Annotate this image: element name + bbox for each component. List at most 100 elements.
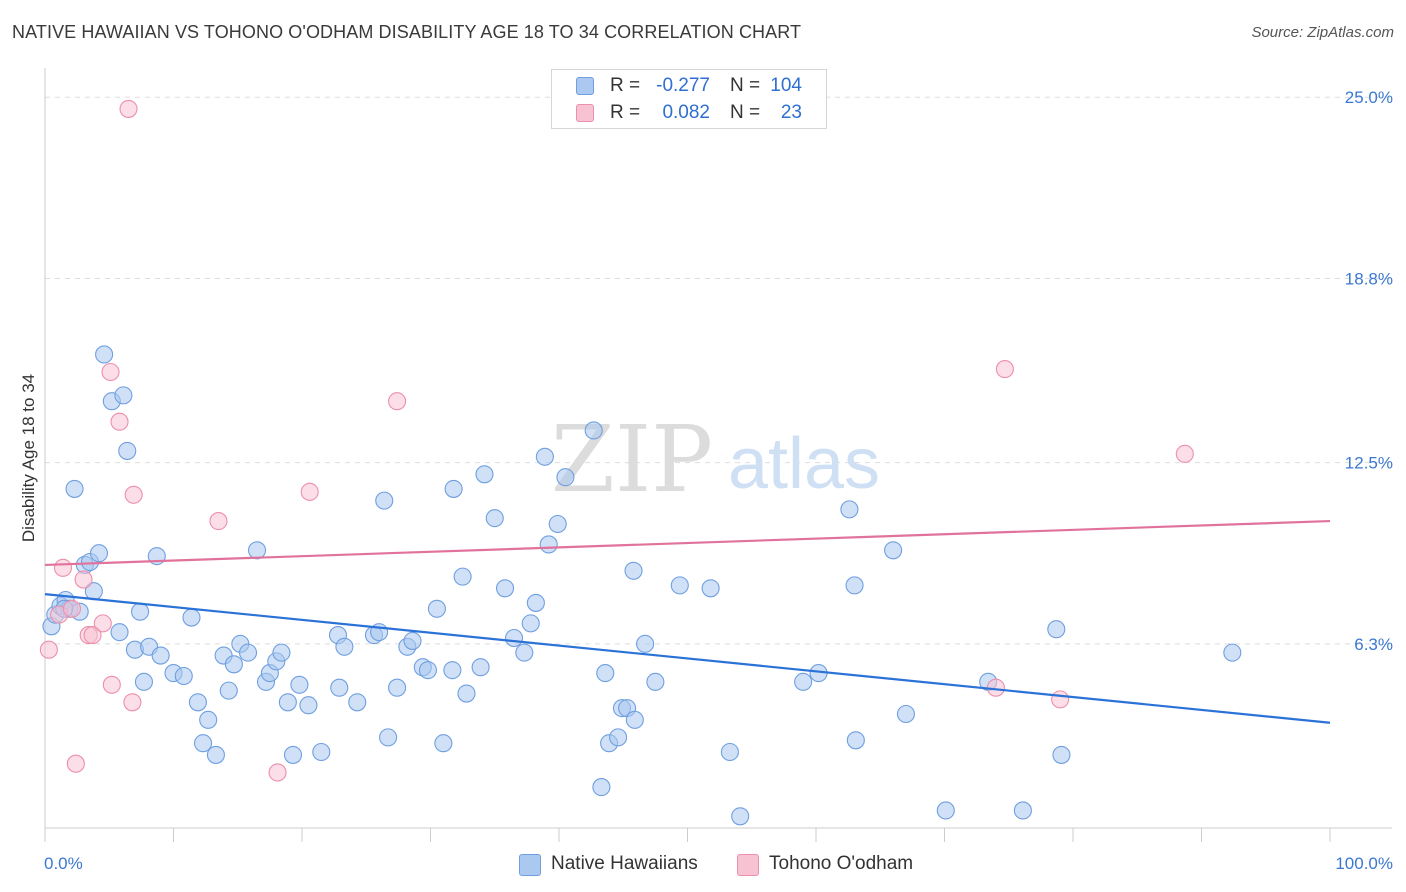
native-hawaiian-point: [526, 593, 545, 612]
axes: [44, 68, 1392, 842]
n-label: N =: [730, 75, 761, 96]
tohono-oodham-point: [300, 482, 319, 501]
native-hawaiian-point: [884, 541, 903, 560]
native-hawaiian-point: [1052, 745, 1071, 764]
native-hawaiian-point: [114, 386, 133, 405]
tick-labels: 6.3% 12.5% 18.8% 25.0% 0.0% 100.0%: [44, 88, 1393, 873]
native-hawaiian-point: [535, 447, 554, 466]
native-hawaiian-point: [840, 500, 859, 519]
native-hawaiian-point: [846, 731, 865, 750]
n-value: 104: [770, 75, 802, 96]
x-tick-label-max: 100.0%: [1335, 854, 1393, 873]
native-hawaiian-point: [936, 801, 955, 820]
native-hawaiian-point: [636, 634, 655, 653]
native-hawaiian-point: [596, 664, 615, 683]
native-hawaiian-point: [418, 661, 437, 680]
tohono-oodham-point: [1051, 690, 1070, 709]
native-hawaiian-point: [592, 778, 611, 797]
native-hawaiian-point: [794, 672, 813, 691]
native-hawaiian-point: [89, 544, 109, 563]
x-tick-label-min: 0.0%: [44, 854, 83, 873]
legend-label: Tohono O'odham: [769, 853, 914, 874]
native-hawaiian-point: [312, 742, 331, 762]
tohono-oodham-point: [388, 392, 407, 411]
native-hawaiian-point: [548, 514, 567, 534]
watermark-atlas: atlas: [728, 424, 880, 504]
native-hawaiian-point: [118, 441, 137, 460]
native-hawaiian-point: [278, 693, 297, 712]
stats-row-native-hawaiians: R = -0.277 N = 104: [552, 74, 826, 100]
native-hawaiian-point: [646, 672, 665, 691]
native-hawaiian-point: [701, 579, 720, 598]
native-hawaiian-point: [443, 661, 462, 680]
series-tohono-oodham-points: [39, 99, 1194, 782]
tohono-oodham-point: [83, 626, 102, 645]
native-hawaiian-point: [625, 710, 644, 729]
native-hawaiian-point: [521, 614, 540, 633]
native-hawaiian-point: [375, 491, 394, 510]
native-hawaiian-point: [475, 465, 494, 484]
native-hawaiian-point: [335, 637, 354, 656]
legend-label: Native Hawaiians: [551, 853, 698, 874]
tohono-oodham-point: [93, 614, 112, 633]
watermark: ZIP atlas: [551, 406, 880, 513]
native-hawaiian-point: [151, 646, 170, 665]
native-hawaiian-point: [515, 643, 534, 662]
native-hawaiian-point: [206, 745, 225, 764]
tohono-oodham-point: [209, 512, 228, 531]
native-hawaiian-point: [219, 681, 238, 700]
native-hawaiian-point: [457, 684, 476, 703]
series-native-hawaiians-points: [42, 345, 1242, 826]
legend-swatch-blue: [519, 854, 541, 876]
chart-title: NATIVE HAWAIIAN VS TOHONO O'ODHAM DISABI…: [12, 22, 802, 42]
legend-swatch-pink: [737, 854, 759, 876]
tohono-oodham-point: [995, 360, 1014, 379]
native-hawaiian-point: [539, 535, 558, 554]
native-hawaiian-point: [247, 541, 267, 560]
native-hawaiian-point: [427, 599, 446, 618]
native-hawaiian-point: [624, 561, 643, 580]
r-value: 0.082: [662, 102, 710, 123]
watermark-zip: ZIP: [551, 406, 713, 513]
series-swatch-blue: [576, 77, 594, 95]
r-label: R =: [610, 102, 641, 123]
native-hawaiian-point: [199, 710, 218, 729]
tohono-oodham-point: [62, 599, 82, 618]
native-hawaiian-point: [283, 745, 303, 764]
native-hawaiian-point: [485, 509, 504, 528]
tohono-oodham-point: [66, 754, 85, 773]
n-value: 23: [780, 102, 802, 123]
stats-row-tohono-oodham: R = 0.082 N = 23: [552, 101, 826, 127]
native-hawaiian-point: [182, 608, 201, 627]
y-tick-label: 25.0%: [1345, 88, 1393, 107]
trend-line-native-hawaiians: [44, 593, 1331, 724]
native-hawaiian-point: [1223, 643, 1242, 662]
tohono-oodham-point: [268, 763, 287, 782]
native-hawaiian-point: [896, 704, 916, 724]
native-hawaiian-point: [134, 672, 153, 691]
native-hawaiian-point: [388, 678, 407, 697]
trend-lines: [44, 519, 1331, 724]
y-tick-label: 18.8%: [1345, 269, 1393, 288]
native-hawaiian-point: [584, 421, 603, 440]
native-hawaiian-point: [348, 693, 367, 712]
native-hawaiian-point: [188, 693, 207, 712]
native-hawaiian-point: [720, 742, 739, 762]
native-hawaiian-point: [444, 479, 463, 498]
source-label: Source: ZipAtlas.com: [1251, 24, 1394, 41]
native-hawaiian-point: [299, 696, 318, 715]
chart-legend: Native Hawaiians Tohono O'odham: [0, 852, 1406, 878]
native-hawaiian-point: [609, 728, 628, 747]
n-label: N =: [730, 102, 761, 123]
native-hawaiian-point: [453, 567, 472, 586]
native-hawaiian-point: [504, 628, 524, 648]
native-hawaiian-point: [238, 643, 258, 662]
native-hawaiian-point: [379, 728, 398, 747]
native-hawaiian-point: [1047, 620, 1066, 639]
tohono-oodham-point: [123, 693, 142, 712]
tohono-oodham-point: [39, 640, 58, 659]
native-hawaiian-point: [434, 734, 453, 753]
tohono-oodham-point: [102, 675, 121, 694]
tohono-oodham-point: [110, 412, 129, 431]
